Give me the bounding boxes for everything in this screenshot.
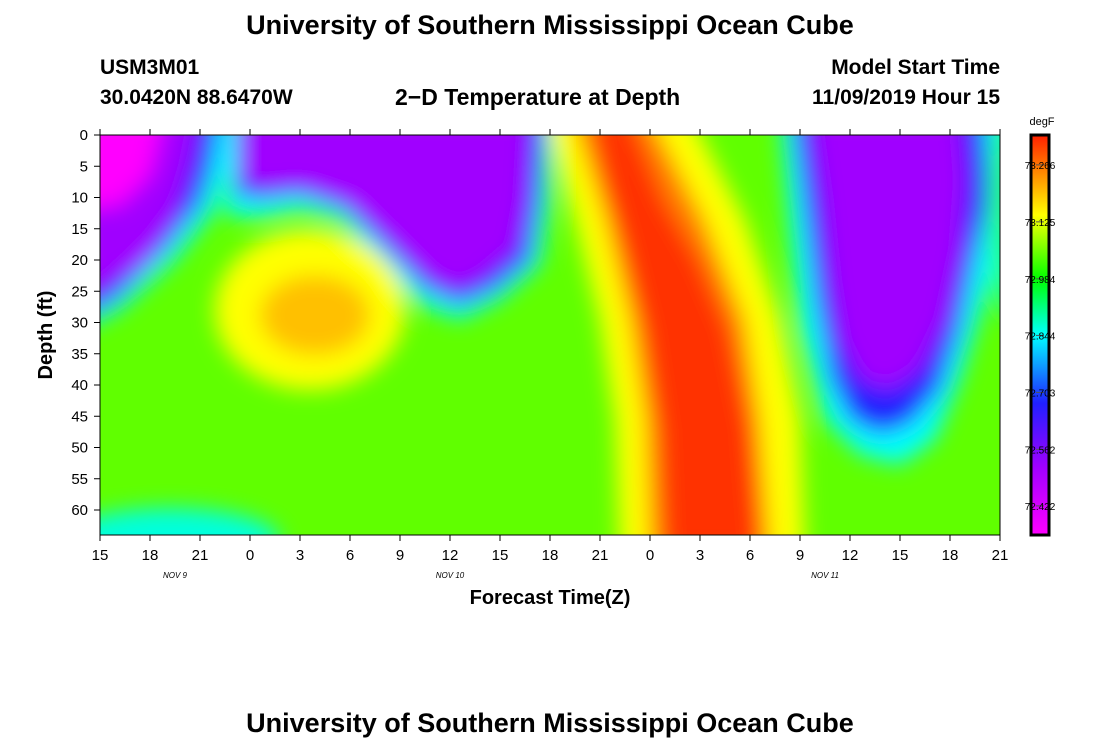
colorbar-label: 72.703 xyxy=(1025,388,1056,399)
colorbar-label: 72.844 xyxy=(1025,331,1056,342)
x-tick-label: 18 xyxy=(942,547,959,564)
x-tick-label: 9 xyxy=(796,547,804,564)
x-tick-label: 21 xyxy=(192,547,209,564)
x-tick-label: 18 xyxy=(542,547,559,564)
y-tick-label: 60 xyxy=(71,502,88,519)
x-tick-label: 21 xyxy=(592,547,609,564)
colorbar-ticks: 73.266 73.125 72.984 72.844 72.703 72.562 72.4… xyxy=(1025,161,1056,513)
colorbar-units: degF xyxy=(1029,116,1054,128)
y-tick-label: 35 xyxy=(71,346,88,363)
page-title: University of Southern Mississippi Ocean… xyxy=(246,10,854,40)
y-tick-label: 10 xyxy=(71,190,88,207)
x-tick-label: 21 xyxy=(992,547,1009,564)
colorbar: degF 73.266 73.125 72.984 72.844 72.703 72.56… xyxy=(1025,116,1056,537)
x-axis: 15 18 21 0 3 6 9 12 15 18 21 0 3 6 9 12 15 18 21 xyxy=(92,129,1009,564)
y-tick-label: 30 xyxy=(71,315,88,332)
x-tick-label: 0 xyxy=(246,547,254,564)
station-id: USM3M01 xyxy=(100,56,200,79)
x-date-labels: NOV 9 NOV 10 NOV 11 xyxy=(163,571,839,580)
y-tick-label: 25 xyxy=(71,283,88,300)
y-axis-label: Depth (ft) xyxy=(35,291,57,380)
x-tick-label: 3 xyxy=(296,547,304,564)
heatmap-field xyxy=(100,135,1000,535)
chart-title: 2−D Temperature at Depth xyxy=(395,84,681,110)
model-start-label: Model Start Time xyxy=(831,56,1000,79)
y-tick-label: 55 xyxy=(71,471,88,488)
x-tick-label: 9 xyxy=(396,547,404,564)
footer-title: University of Southern Mississippi Ocean… xyxy=(246,708,854,738)
x-tick-label: 3 xyxy=(696,547,704,564)
y-axis: 0 5 10 15 20 25 30 35 40 45 50 55 60 xyxy=(71,127,100,519)
x-tick-label: 0 xyxy=(646,547,654,564)
y-tick-label: 40 xyxy=(71,377,88,394)
x-date-label: NOV 10 xyxy=(436,571,465,580)
y-tick-label: 45 xyxy=(71,408,88,425)
x-tick-label: 12 xyxy=(442,547,459,564)
x-tick-label: 15 xyxy=(892,547,909,564)
colorbar-label: 72.562 xyxy=(1025,445,1056,456)
y-tick-label: 5 xyxy=(80,158,88,175)
colorbar-label: 72.422 xyxy=(1025,502,1056,513)
colorbar-label: 72.984 xyxy=(1025,275,1056,286)
x-tick-label: 18 xyxy=(142,547,159,564)
model-start-value: 11/09/2019 Hour 15 xyxy=(812,86,1000,109)
x-tick-label: 12 xyxy=(842,547,859,564)
x-axis-label: Forecast Time(Z) xyxy=(470,587,631,609)
y-tick-label: 20 xyxy=(71,252,88,269)
y-tick-label: 15 xyxy=(71,221,88,238)
colorbar-label: 73.125 xyxy=(1025,218,1056,229)
x-date-label: NOV 11 xyxy=(811,571,839,580)
x-date-label: NOV 9 xyxy=(163,571,188,580)
x-tick-label: 6 xyxy=(746,547,754,564)
colorbar-label: 73.266 xyxy=(1025,161,1056,172)
x-tick-label: 15 xyxy=(92,547,109,564)
y-tick-label: 0 xyxy=(80,127,88,144)
station-coords: 30.0420N 88.6470W xyxy=(100,86,293,109)
x-tick-label: 15 xyxy=(492,547,509,564)
x-tick-label: 6 xyxy=(346,547,354,564)
y-tick-label: 50 xyxy=(71,440,88,457)
